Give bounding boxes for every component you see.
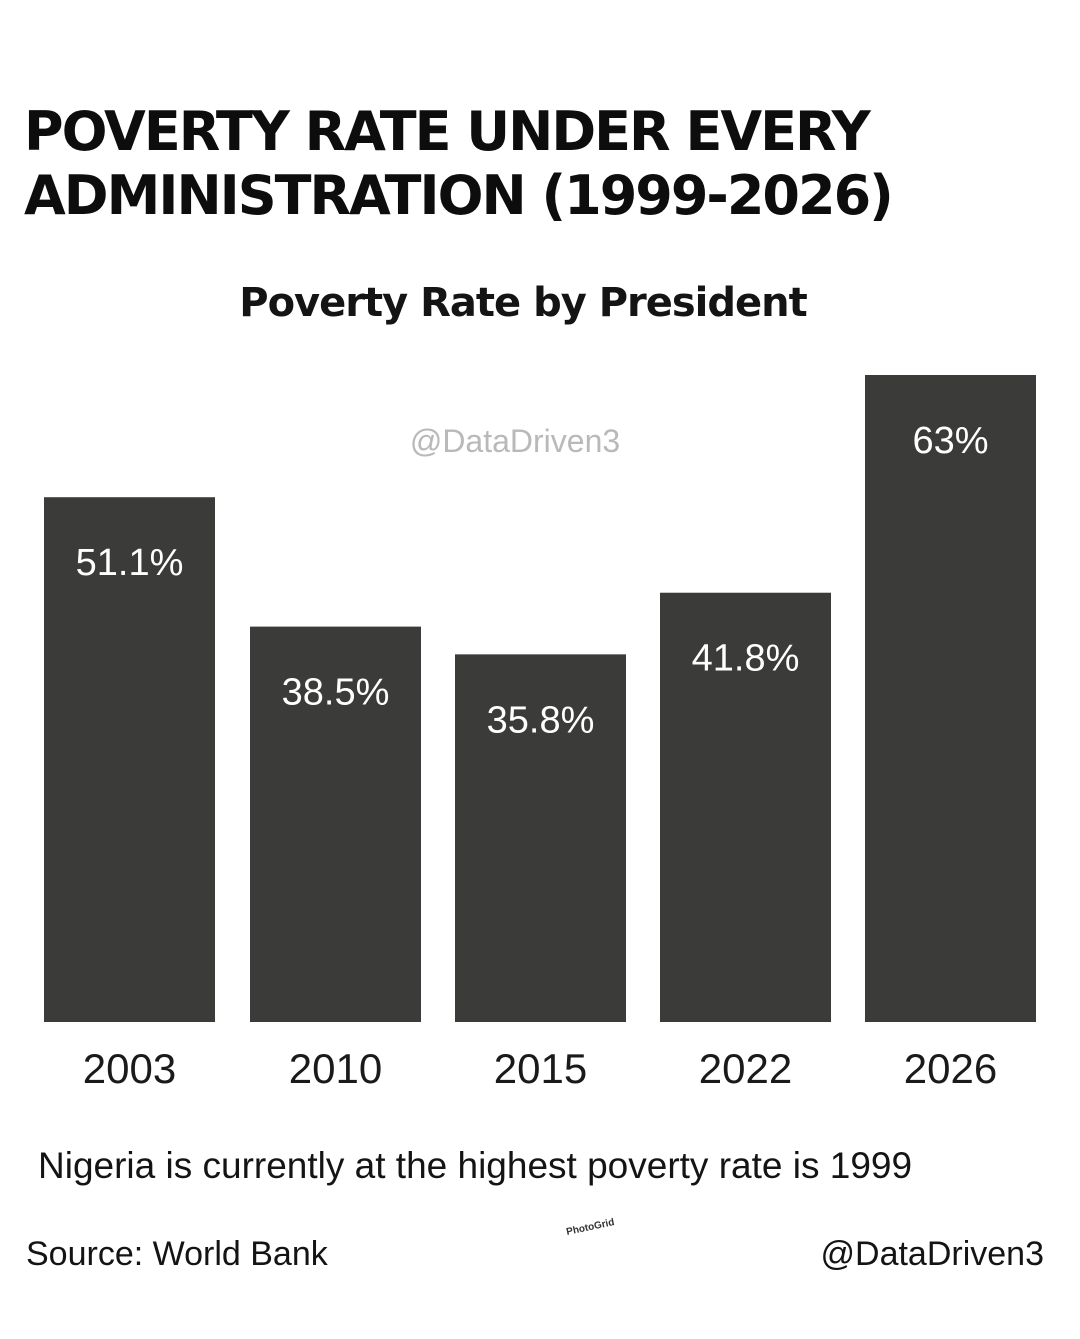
chart-watermark: @DataDriven3 — [410, 423, 620, 459]
bars-group: 51.1% 2003 38.5% 2010 35.8% 2015 41.8% 2022 63% 2… — [44, 375, 1036, 1092]
bar-value-label-2026: 63% — [912, 420, 988, 462]
bar-value-label-2010: 38.5% — [282, 672, 390, 714]
x-tick-label-2026: 2026 — [904, 1045, 997, 1092]
headline-line-1: POVERTY RATE UNDER EVERY — [24, 100, 871, 163]
bar-2022 — [660, 592, 831, 1022]
x-tick-label-2010: 2010 — [289, 1045, 382, 1092]
bar-value-label-2015: 35.8% — [487, 699, 595, 741]
bar-2010 — [250, 626, 421, 1022]
x-tick-label-2022: 2022 — [699, 1045, 792, 1092]
headline: POVERTY RATE UNDER EVERY ADMINISTRATION … — [24, 100, 1064, 228]
headline-line-2: ADMINISTRATION (1999-2026) — [24, 164, 894, 227]
bar-2015 — [455, 654, 626, 1022]
bar-2026 — [865, 375, 1036, 1022]
author-handle: @DataDriven3 — [820, 1235, 1045, 1273]
chart-title: Poverty Rate by President — [239, 280, 808, 326]
source-text: Source: World Bank — [26, 1235, 328, 1273]
bar-value-label-2003: 51.1% — [76, 542, 184, 584]
x-tick-label-2003: 2003 — [83, 1045, 176, 1092]
bar-2003 — [44, 497, 215, 1022]
footnote: Nigeria is currently at the highest pove… — [38, 1145, 913, 1186]
bar-value-label-2022: 41.8% — [692, 638, 800, 680]
x-tick-label-2015: 2015 — [494, 1045, 587, 1092]
